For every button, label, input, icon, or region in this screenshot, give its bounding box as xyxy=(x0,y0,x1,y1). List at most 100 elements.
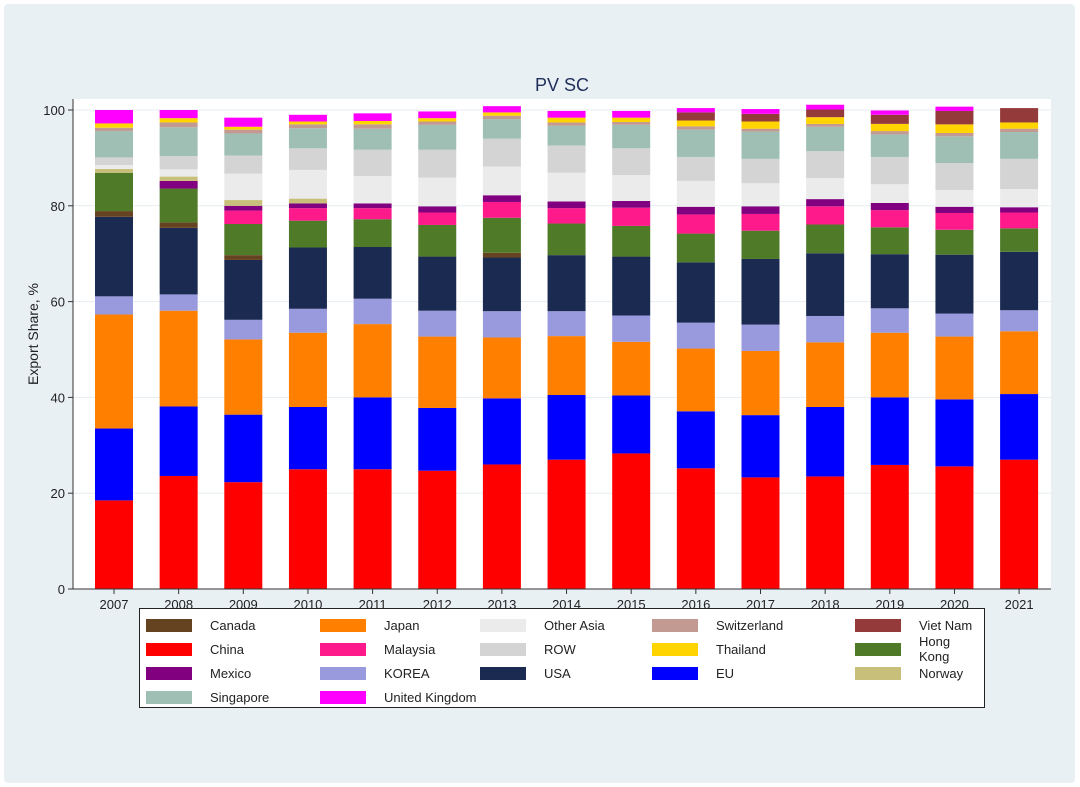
legend-label: Norway xyxy=(919,665,964,681)
bar-segment-other-asia xyxy=(353,176,392,204)
bar-segment-thailand xyxy=(612,117,651,122)
legend-item-singapore: Singapore xyxy=(146,688,269,706)
legend-label: Hong Kong xyxy=(919,634,951,664)
bar-segment-japan xyxy=(547,336,586,396)
x-tick-label: 2021 xyxy=(1005,597,1034,612)
legend-item-korea: KOREA xyxy=(320,664,430,682)
bar-segment-united-kingdom xyxy=(482,106,521,113)
legend-label: EU xyxy=(716,665,735,681)
bar-segment-usa xyxy=(612,256,651,316)
bar-segment-row xyxy=(159,155,198,170)
bar-segment-eu xyxy=(547,395,586,460)
bar-segment-mexico xyxy=(159,180,198,189)
bar-segment-korea xyxy=(935,313,974,337)
legend-item-mexico: Mexico xyxy=(146,664,251,682)
bar-segment-singapore xyxy=(159,127,198,156)
bar-segment-viet-nam xyxy=(935,110,974,125)
legend-swatch xyxy=(480,666,526,680)
bar-segment-norway xyxy=(288,198,327,204)
bar-segment-switzerland xyxy=(418,121,457,125)
bar-segment-switzerland xyxy=(676,126,715,130)
bar-segment-eu xyxy=(1000,394,1039,460)
legend-swatch xyxy=(652,642,698,656)
bar-segment-usa xyxy=(935,254,974,314)
bar-segment-switzerland xyxy=(1000,128,1039,133)
legend-swatch xyxy=(320,690,366,704)
bar-segment-japan xyxy=(482,337,521,399)
bar-segment-korea xyxy=(806,315,845,343)
bar-segment-singapore xyxy=(1000,132,1039,159)
bar-segment-eu xyxy=(288,406,327,470)
legend-item-canada: Canada xyxy=(146,616,256,634)
bar-segment-thailand xyxy=(547,117,586,123)
bar-segment-hong-kong xyxy=(95,172,133,212)
legend-label: China xyxy=(210,641,244,657)
bar-segment-united-kingdom xyxy=(870,110,909,115)
bar-segment-mexico xyxy=(612,201,651,208)
bar-segment-korea xyxy=(353,298,392,325)
bar-segment-other-asia xyxy=(482,166,521,196)
bar-segment-mexico xyxy=(676,206,715,215)
bar-segment-hong-kong xyxy=(288,220,327,248)
bar-segment-mexico xyxy=(418,206,457,213)
bar-segment-korea xyxy=(418,310,457,337)
bar-segment-viet-nam xyxy=(676,112,715,121)
bar-stack-2009 xyxy=(224,117,263,589)
bar-segment-china xyxy=(1000,459,1039,589)
bar-segment-canada xyxy=(482,252,521,258)
bar-segment-singapore xyxy=(95,131,133,158)
bar-segment-singapore xyxy=(676,129,715,157)
bar-segment-singapore xyxy=(353,128,392,150)
bar-segment-singapore xyxy=(418,124,457,150)
bar-segment-usa xyxy=(676,262,715,323)
bar-segment-japan xyxy=(288,332,327,407)
bar-segment-korea xyxy=(547,311,586,337)
bar-segment-usa xyxy=(353,246,392,299)
bar-segment-malaysia xyxy=(741,213,780,231)
bar-segment-china xyxy=(676,468,715,589)
bar-segment-hong-kong xyxy=(935,229,974,255)
bar-segment-other-asia xyxy=(870,184,909,203)
bar-segment-switzerland xyxy=(353,124,392,129)
legend-swatch xyxy=(652,666,698,680)
bar-segment-switzerland xyxy=(935,132,974,137)
bar-segment-china xyxy=(935,466,974,589)
legend-item-viet-nam: Viet Nam xyxy=(855,616,972,634)
bar-segment-row xyxy=(547,145,586,173)
bar-segment-china xyxy=(547,459,586,589)
y-tick-label: 60 xyxy=(51,295,65,310)
bar-segment-eu xyxy=(353,397,392,470)
bar-segment-thailand xyxy=(870,123,909,132)
legend-label: ROW xyxy=(544,641,576,657)
bar-segment-viet-nam xyxy=(1000,108,1039,123)
x-tick-label: 2007 xyxy=(100,597,129,612)
legend-swatch xyxy=(146,618,192,632)
bar-segment-eu xyxy=(224,414,263,483)
bar-segment-malaysia xyxy=(288,208,327,221)
legend-item-malaysia: Malaysia xyxy=(320,640,435,658)
y-tick-label: 20 xyxy=(51,486,65,501)
legend-label: Thailand xyxy=(716,641,766,657)
y-tick-label: 40 xyxy=(51,390,65,405)
bar-segment-row xyxy=(806,151,845,179)
legend-swatch xyxy=(855,642,901,656)
bar-segment-row xyxy=(224,155,263,174)
bar-segment-usa xyxy=(224,259,263,320)
bar-segment-switzerland xyxy=(806,123,845,127)
bar-segment-singapore xyxy=(288,128,327,149)
legend-label: KOREA xyxy=(384,665,430,681)
bar-segment-thailand xyxy=(418,118,457,122)
bar-segment-eu xyxy=(482,398,521,465)
bar-stack-2011 xyxy=(353,113,392,589)
legend-item-hong-kong: Hong Kong xyxy=(855,634,984,664)
bar-segment-mexico xyxy=(935,206,974,213)
bar-segment-china xyxy=(288,469,327,589)
bar-segment-hong-kong xyxy=(547,223,586,256)
bar-segment-china xyxy=(95,500,133,589)
bar-segment-singapore xyxy=(870,134,909,157)
bar-segment-thailand xyxy=(353,121,392,125)
legend-swatch xyxy=(652,618,698,632)
bar-segment-malaysia xyxy=(676,214,715,234)
bar-segment-japan xyxy=(741,350,780,416)
